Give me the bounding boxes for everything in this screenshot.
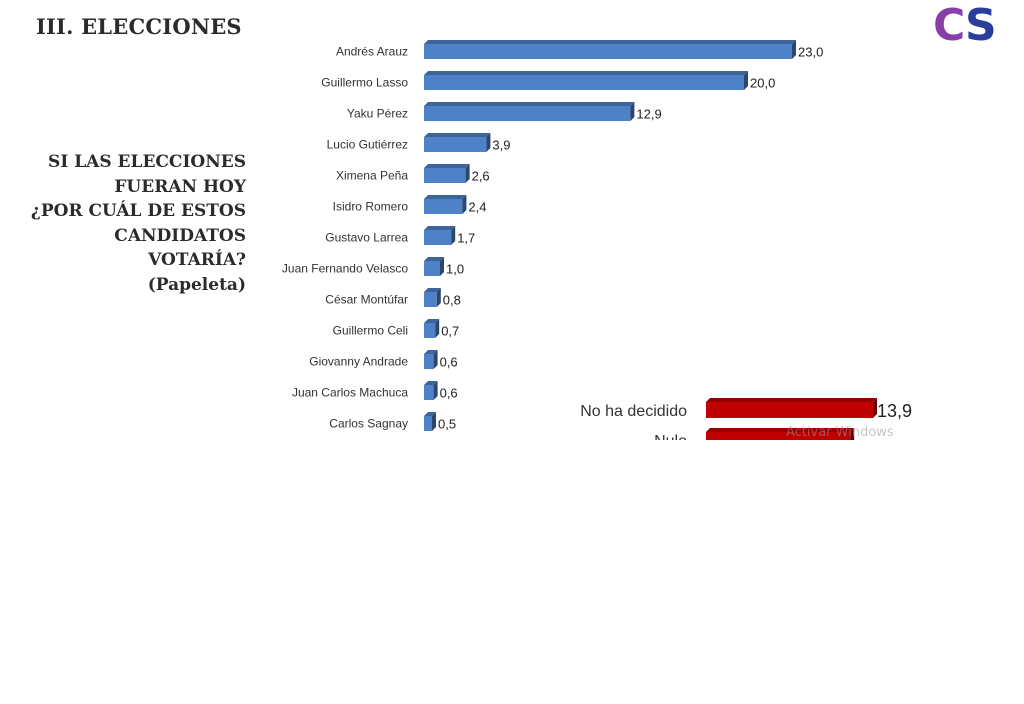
- value-label: 0,6: [440, 386, 458, 401]
- question-line: VOTARÍA?: [148, 250, 246, 270]
- secondary-category-label: No ha decidido: [580, 403, 687, 420]
- bar: [424, 226, 456, 245]
- bar: [424, 71, 748, 90]
- category-label: Yaku Pérez: [347, 107, 408, 121]
- bar: [424, 40, 796, 59]
- value-label: 2,6: [472, 169, 490, 184]
- bar: [424, 257, 444, 276]
- cs-logo: C S: [933, 2, 1003, 50]
- question-line: FUERAN HOY: [114, 176, 246, 197]
- survey-question: SI LAS ELECCIONES FUERAN HOY ¿POR CUÁL D…: [30, 150, 246, 297]
- bar: [424, 381, 438, 400]
- value-label: 0,5: [438, 417, 456, 432]
- bar: [424, 102, 635, 121]
- bar: [424, 288, 441, 307]
- question-line: SI LAS ELECCIONES: [48, 152, 246, 172]
- value-label: 12,9: [636, 107, 661, 122]
- category-label: César Montúfar: [325, 293, 408, 307]
- category-label: Juan Fernando Velasco: [282, 262, 408, 276]
- secondary-bar: [706, 398, 877, 418]
- candidate-bar-chart: Andrés Arauz 23,0 Guillermo Lasso 20,0 Yaku …: [282, 40, 912, 440]
- value-label: 3,9: [492, 138, 510, 153]
- bar: [424, 133, 491, 152]
- category-label: Lucio Gutiérrez: [327, 138, 408, 152]
- value-label: 0,7: [441, 324, 459, 339]
- logo-letter-s: S: [965, 0, 997, 51]
- category-label: Giovanny Andrade: [309, 355, 408, 369]
- bar: [424, 319, 440, 338]
- value-label: 23,0: [798, 45, 823, 60]
- bar: [424, 195, 467, 214]
- category-label: Ximena Peña: [336, 169, 408, 183]
- bar: [424, 164, 470, 183]
- chart-area: Andrés Arauz 23,0 Guillermo Lasso 20,0 Yaku …: [282, 40, 912, 440]
- question-line: (Papeleta): [147, 274, 246, 295]
- category-label: Isidro Romero: [333, 200, 409, 214]
- secondary-value-label: 13,9: [877, 401, 912, 421]
- value-label: 0,8: [443, 293, 461, 308]
- value-label: 1,0: [446, 262, 464, 277]
- value-label: 1,7: [457, 231, 475, 246]
- category-label: Juan Carlos Machuca: [292, 386, 408, 400]
- category-label: Guillermo Lasso: [321, 76, 408, 90]
- category-label: Carlos Sagnay: [329, 417, 408, 431]
- secondary-bar: [706, 428, 855, 440]
- value-label: 0,6: [440, 355, 458, 370]
- section-title: III. ELECCIONES: [36, 14, 242, 39]
- category-label: Guillermo Celi: [333, 324, 408, 338]
- question-line: CANDIDATOS: [114, 225, 246, 246]
- activation-watermark: Activar Windows: [786, 425, 894, 440]
- value-label: 2,4: [468, 200, 486, 215]
- category-label: Andrés Arauz: [336, 45, 408, 59]
- category-label: Gustavo Larrea: [325, 231, 408, 245]
- question-line: ¿POR CUÁL DE ESTOS: [30, 201, 246, 221]
- logo-letter-c: C: [933, 0, 966, 51]
- bar: [424, 350, 438, 369]
- bar: [424, 412, 436, 431]
- value-label: 20,0: [750, 76, 775, 91]
- secondary-category-label: Nulo: [654, 433, 687, 440]
